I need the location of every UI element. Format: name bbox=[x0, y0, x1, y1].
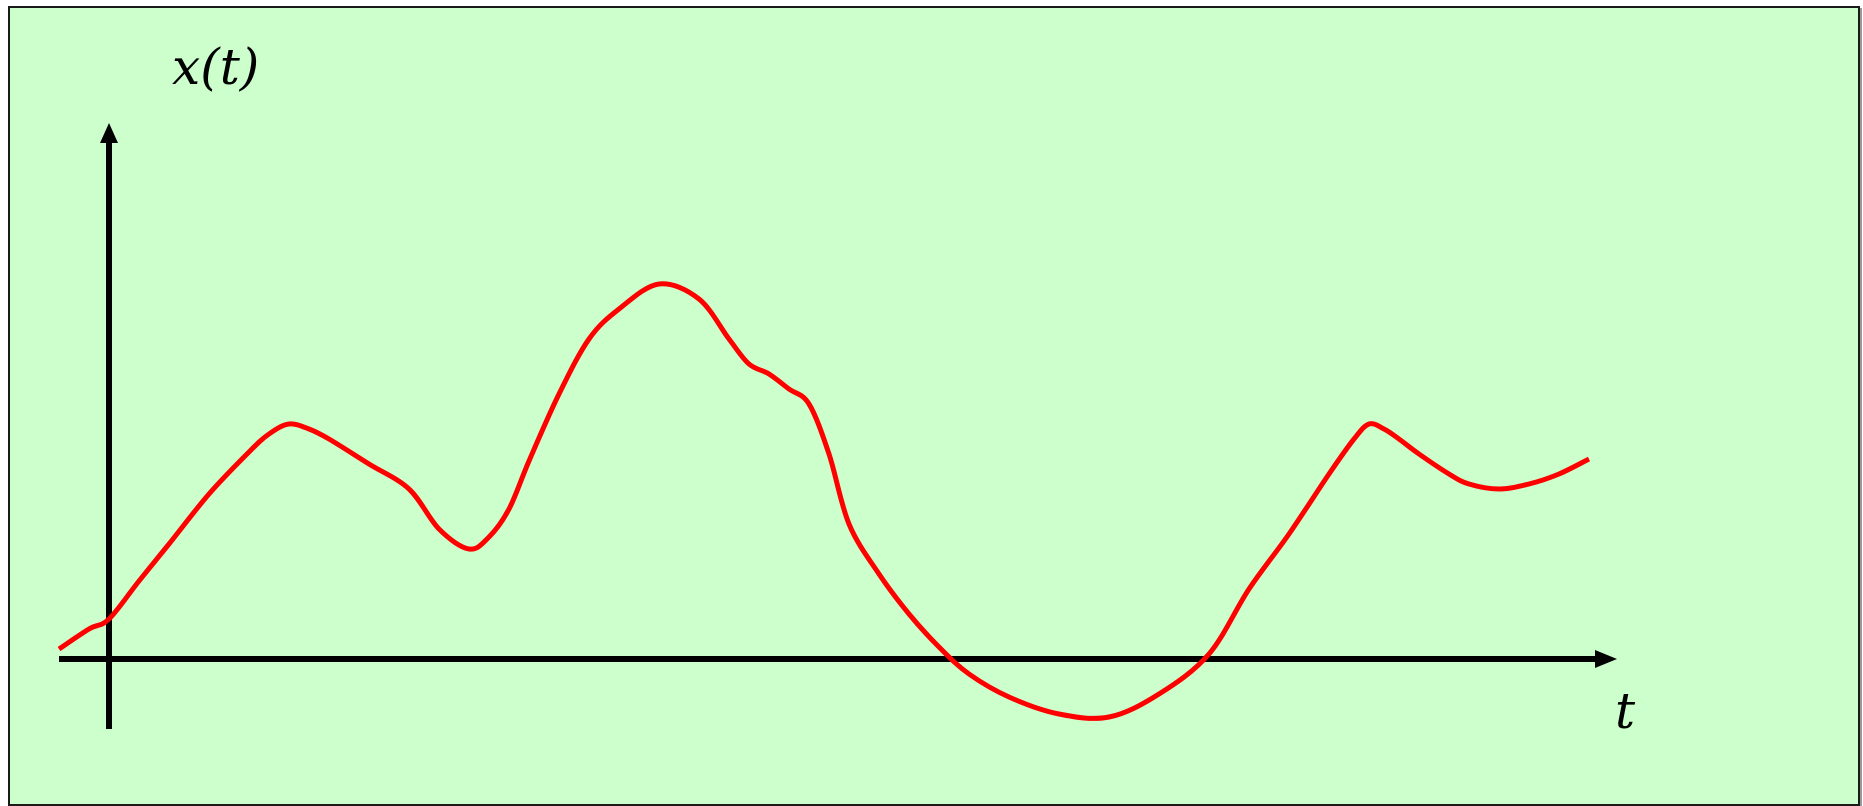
x-axis-arrowhead bbox=[1595, 650, 1617, 668]
x-axis-label: t bbox=[1615, 682, 1636, 740]
signal-chart: x(t) t bbox=[10, 8, 1858, 804]
signal-curve bbox=[57, 281, 1591, 721]
y-axis-arrowhead bbox=[100, 123, 118, 143]
chart-background bbox=[10, 8, 1858, 804]
y-axis-label: x(t) bbox=[172, 38, 259, 96]
chart-frame: x(t) t bbox=[8, 6, 1860, 806]
